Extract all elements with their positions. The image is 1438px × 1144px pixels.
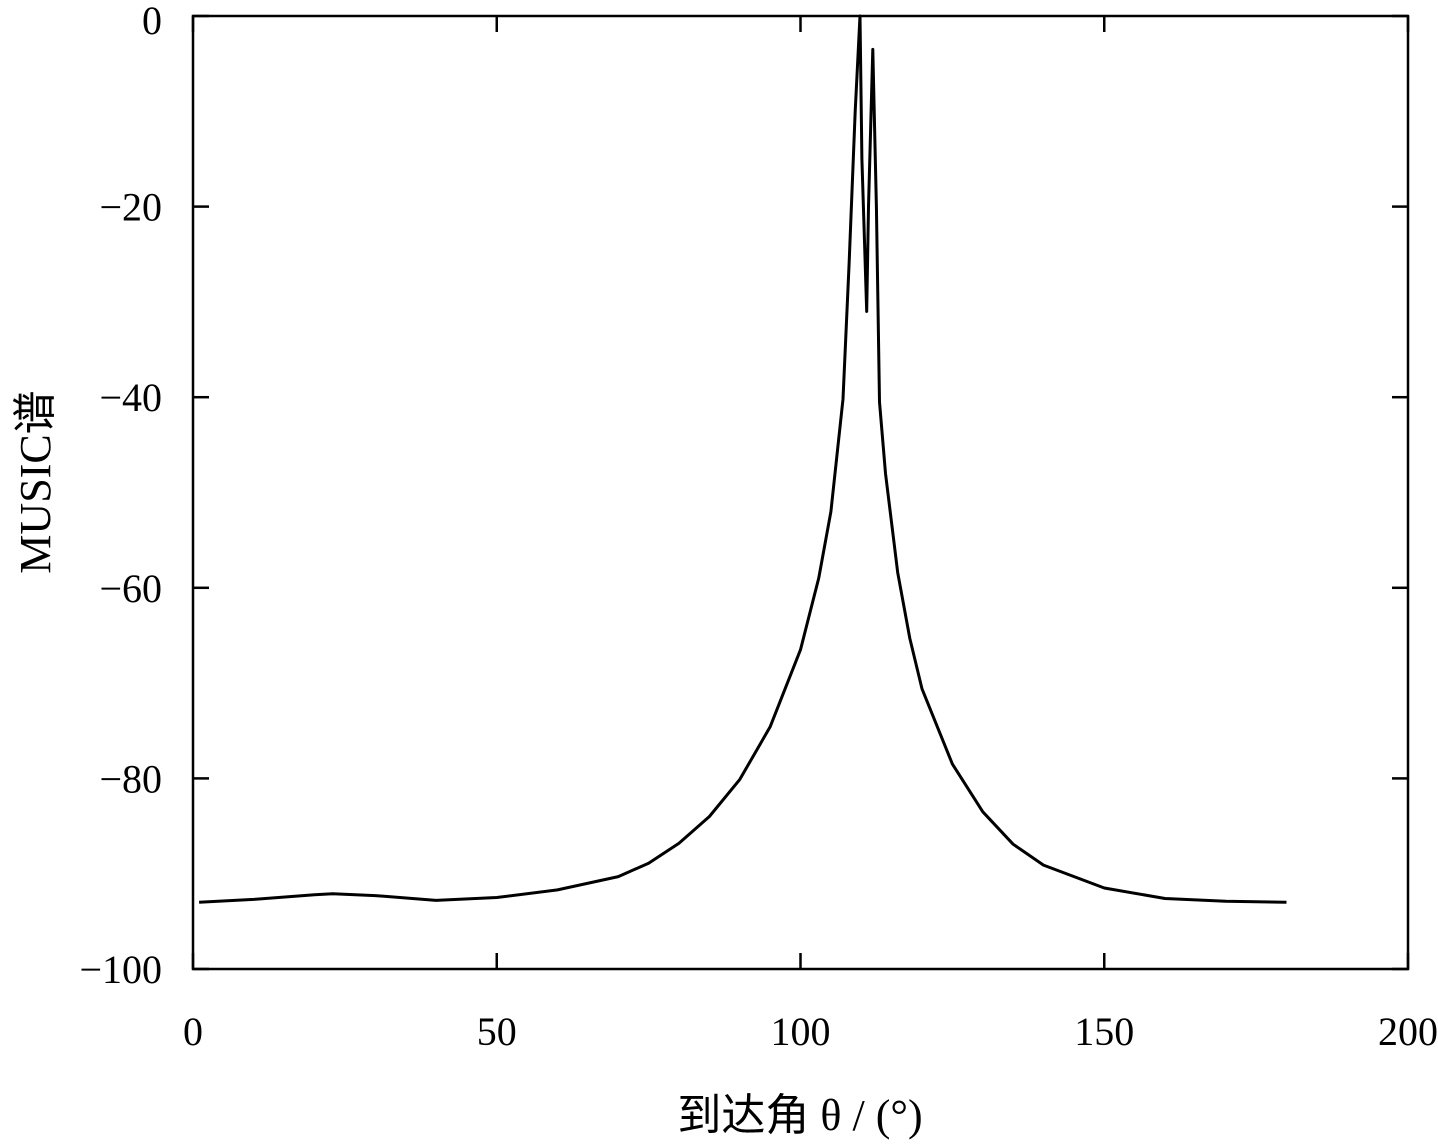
y-tick-label: −20 [99,185,162,230]
x-tick-label: 0 [183,1009,203,1054]
plot-frame [191,14,1410,971]
x-axis-title: 到达角 θ / (°) [677,1091,922,1140]
y-tick-label: −80 [99,756,162,801]
y-tick-label: −100 [79,947,162,992]
tick-labels-layer: 0 50 100 150 200 0 −20 −40 −60 −80 −100 [79,0,1438,1054]
x-tick-label: 50 [477,1009,517,1054]
y-tick-label: −60 [99,566,162,611]
y-tick-label: 0 [142,0,162,43]
x-tick-label: 200 [1378,1009,1438,1054]
series-line-music-spectrum [199,14,1287,904]
y-axis-title: MUSIC谱 [11,390,60,573]
ticks-layer [191,14,1410,971]
y-tick-label: −40 [99,375,162,420]
x-tick-label: 150 [1074,1009,1134,1054]
x-tick-label: 100 [771,1009,831,1054]
